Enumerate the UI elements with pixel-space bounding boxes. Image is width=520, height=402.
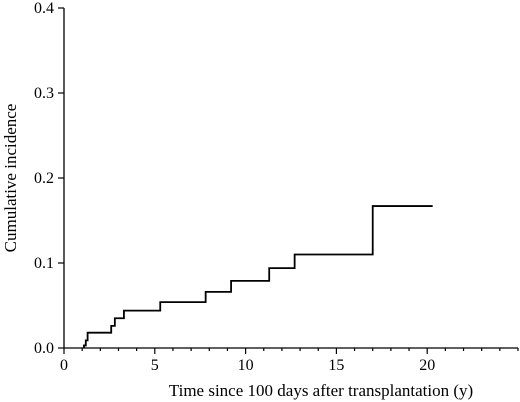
cumulative-incidence-step-line	[83, 205, 433, 348]
y-tick-label: 0.0	[34, 340, 54, 357]
y-tick-label: 0.1	[34, 255, 54, 272]
series-layer	[83, 205, 433, 348]
x-tick-label: 15	[328, 357, 344, 374]
y-tick-label: 0.3	[34, 85, 54, 102]
y-axis-title: Cumulative incidence	[1, 104, 20, 253]
x-tick-label: 0	[60, 357, 68, 374]
ticks: 0.0 0.1 0.2 0.3 0.4 0 5 10 15 20	[34, 0, 519, 374]
x-tick-label: 10	[238, 357, 254, 374]
x-tick-label: 5	[151, 357, 159, 374]
x-tick-label: 20	[419, 357, 435, 374]
x-axis-title: Time since 100 days after transplantatio…	[169, 381, 473, 400]
axes	[63, 8, 518, 349]
y-tick-label: 0.2	[34, 170, 54, 187]
y-tick-label: 0.4	[34, 0, 54, 17]
